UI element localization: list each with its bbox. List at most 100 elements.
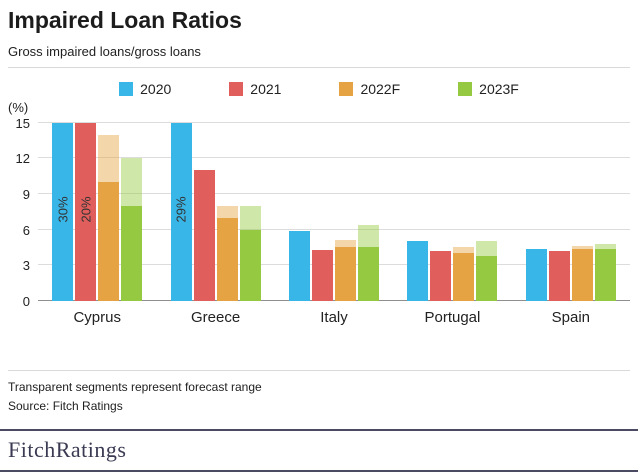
forecast-range-segment [98,134,120,183]
legend-item-2021: 2021 [229,80,281,98]
legend-item-2022f: 2022F [339,80,400,98]
legend-label: 2020 [140,80,172,97]
x-axis-label-spain: Spain [551,308,591,326]
bar-2023f-greece [239,205,261,301]
x-axis-label-italy: Italy [320,308,348,326]
bar-segment [239,229,261,301]
bar-2021-italy [312,249,334,301]
bar-segment [289,230,311,301]
legend-swatch-2021 [229,81,244,96]
bar-2022f-portugal [453,247,475,301]
footnote-block: Transparent segments represent forecast … [8,369,630,416]
fitch-ratings-logo: FitchRatings [8,437,127,462]
bar-group-greece: 29% [156,122,274,301]
bar-groups: 30% 20% 29% [38,122,630,301]
bar-2020-cyprus: 30% [52,122,74,301]
divider-footnotes [8,369,630,371]
bar-group-portugal [393,123,511,301]
bar-segment [358,247,380,301]
bar-chart: 0 3 6 9 12 15 30% 20% 29% Cyprus Greece Italy Port… [8,116,630,326]
bar-segment [335,247,357,301]
bar-2023f-italy [358,224,380,301]
y-axis-unit-label: (%) [8,99,29,115]
page-title: Impaired Loan Ratios [8,7,242,33]
y-tick-label: 15 [15,115,30,131]
bar-2021-greece [193,170,215,301]
chart-subtitle: Gross impaired loans/gross loans [8,43,201,59]
y-axis-ticks: 0 3 6 9 12 15 [8,116,38,309]
bar-segment [52,122,74,301]
forecast-range-segment [239,205,261,230]
legend-label: 2022F [360,80,401,97]
bar-2022f-spain [571,246,593,301]
x-axis-label-greece: Greece [191,308,241,326]
legend-swatch-2022f [339,81,354,96]
bar-segment [121,205,143,301]
legend-swatch-2023f [458,81,473,96]
legend-swatch-2020 [119,81,134,96]
bar-2023f-portugal [476,241,498,301]
bar-segment [548,250,570,301]
bar-group-cyprus: 30% 20% [38,122,156,301]
forecast-range-segment [335,240,357,248]
y-tick-label: 0 [22,293,30,309]
bar-segment [453,253,475,301]
gridline [38,157,630,159]
y-tick-label: 6 [22,222,30,238]
forecast-range-segment [358,224,380,248]
bar-2021-portugal [430,250,452,301]
bar-group-italy [275,123,393,301]
y-tick-label: 12 [15,151,30,167]
bar-segment [430,250,452,301]
chart-legend: 2020 2021 2022F 2023F [8,80,630,98]
bar-2022f-italy [335,240,357,301]
bar-2023f-spain [594,243,616,301]
bar-2021-spain [548,250,570,301]
forecast-range-segment [594,243,616,249]
y-tick-label: 3 [22,258,30,274]
bar-2020-spain [525,248,547,301]
x-axis-baseline [38,299,630,301]
bar-segment [75,122,97,301]
divider-top [8,66,630,68]
bar-2020-portugal [407,241,429,301]
forecast-range-segment [216,205,238,218]
chart-body: 0 3 6 9 12 15 30% 20% 29% [8,116,630,309]
bar-group-spain [512,123,630,301]
bar-segment [170,122,192,301]
bar-2020-greece: 29% [170,122,192,301]
bar-segment [312,249,334,301]
bar-segment [525,248,547,301]
bar-segment [193,170,215,301]
x-axis-label-cyprus: Cyprus [73,308,121,326]
y-tick-label: 9 [22,186,30,202]
bar-segment [476,255,498,301]
bar-2022f-greece [216,205,238,301]
legend-label: 2023F [479,80,519,97]
footer: FitchRatings [0,429,638,472]
forecast-range-segment [571,246,593,249]
gridline [38,121,630,123]
x-axis-labels: Cyprus Greece Italy Portugal Spain [38,309,630,326]
legend-item-2020: 2020 [119,80,171,98]
forecast-range-segment [453,247,475,254]
plot-area: 30% 20% 29% [38,121,630,301]
clipped-bar-value-label: 30% [55,196,71,223]
clipped-bar-value-label: 29% [173,196,189,223]
clipped-bar-value-label: 20% [78,196,94,223]
bar-segment [594,248,616,301]
footnote-forecast: Transparent segments represent forecast … [8,379,262,394]
bar-segment [407,241,429,301]
gridline [38,228,630,230]
footnote-source: Source: Fitch Ratings [8,398,123,413]
legend-label: 2021 [250,80,282,97]
legend-item-2023f: 2023F [458,80,519,98]
bar-segment [98,182,120,301]
gridline [38,192,630,194]
bar-segment [571,248,593,301]
bar-segment [216,217,238,301]
forecast-range-segment [121,158,143,206]
forecast-range-segment [476,241,498,256]
bar-2023f-cyprus [121,158,143,301]
